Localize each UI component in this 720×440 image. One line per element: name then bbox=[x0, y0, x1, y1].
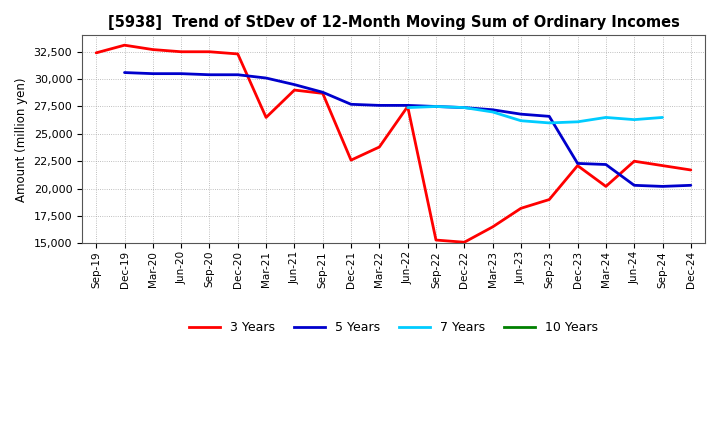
5 Years bbox=[148, 71, 157, 76]
3 Years bbox=[488, 224, 497, 230]
Y-axis label: Amount (million yen): Amount (million yen) bbox=[15, 77, 28, 202]
3 Years bbox=[205, 49, 214, 55]
3 Years bbox=[233, 51, 242, 57]
5 Years bbox=[120, 70, 129, 75]
3 Years bbox=[517, 205, 526, 211]
3 Years bbox=[375, 144, 384, 150]
7 Years bbox=[602, 115, 611, 120]
7 Years bbox=[488, 109, 497, 114]
5 Years bbox=[573, 161, 582, 166]
3 Years bbox=[290, 88, 299, 93]
3 Years bbox=[318, 91, 327, 96]
7 Years bbox=[432, 104, 441, 109]
5 Years bbox=[177, 71, 186, 76]
3 Years bbox=[120, 43, 129, 48]
3 Years bbox=[148, 47, 157, 52]
5 Years bbox=[233, 72, 242, 77]
5 Years bbox=[290, 82, 299, 87]
5 Years bbox=[460, 105, 469, 110]
3 Years bbox=[262, 115, 271, 120]
3 Years bbox=[403, 104, 412, 109]
Title: [5938]  Trend of StDev of 12-Month Moving Sum of Ordinary Incomes: [5938] Trend of StDev of 12-Month Moving… bbox=[107, 15, 680, 30]
7 Years bbox=[658, 115, 667, 120]
5 Years bbox=[630, 183, 639, 188]
3 Years bbox=[658, 163, 667, 168]
5 Years bbox=[432, 104, 441, 109]
Legend: 3 Years, 5 Years, 7 Years, 10 Years: 3 Years, 5 Years, 7 Years, 10 Years bbox=[184, 316, 603, 339]
7 Years bbox=[517, 118, 526, 123]
3 Years bbox=[573, 163, 582, 168]
3 Years bbox=[432, 238, 441, 243]
5 Years bbox=[488, 107, 497, 112]
3 Years bbox=[602, 184, 611, 189]
Line: 3 Years: 3 Years bbox=[96, 45, 691, 242]
5 Years bbox=[545, 114, 554, 119]
7 Years bbox=[403, 105, 412, 110]
5 Years bbox=[347, 102, 356, 107]
3 Years bbox=[460, 240, 469, 245]
3 Years bbox=[92, 50, 101, 55]
5 Years bbox=[687, 183, 696, 188]
5 Years bbox=[205, 72, 214, 77]
7 Years bbox=[460, 105, 469, 110]
3 Years bbox=[347, 158, 356, 163]
5 Years bbox=[403, 103, 412, 108]
3 Years bbox=[687, 167, 696, 172]
Line: 7 Years: 7 Years bbox=[408, 106, 662, 123]
5 Years bbox=[262, 75, 271, 81]
Line: 5 Years: 5 Years bbox=[125, 73, 691, 187]
3 Years bbox=[630, 158, 639, 164]
3 Years bbox=[177, 49, 186, 55]
7 Years bbox=[545, 120, 554, 125]
7 Years bbox=[630, 117, 639, 122]
3 Years bbox=[545, 197, 554, 202]
5 Years bbox=[658, 184, 667, 189]
5 Years bbox=[602, 162, 611, 167]
5 Years bbox=[517, 111, 526, 117]
5 Years bbox=[318, 90, 327, 95]
7 Years bbox=[573, 119, 582, 125]
5 Years bbox=[375, 103, 384, 108]
